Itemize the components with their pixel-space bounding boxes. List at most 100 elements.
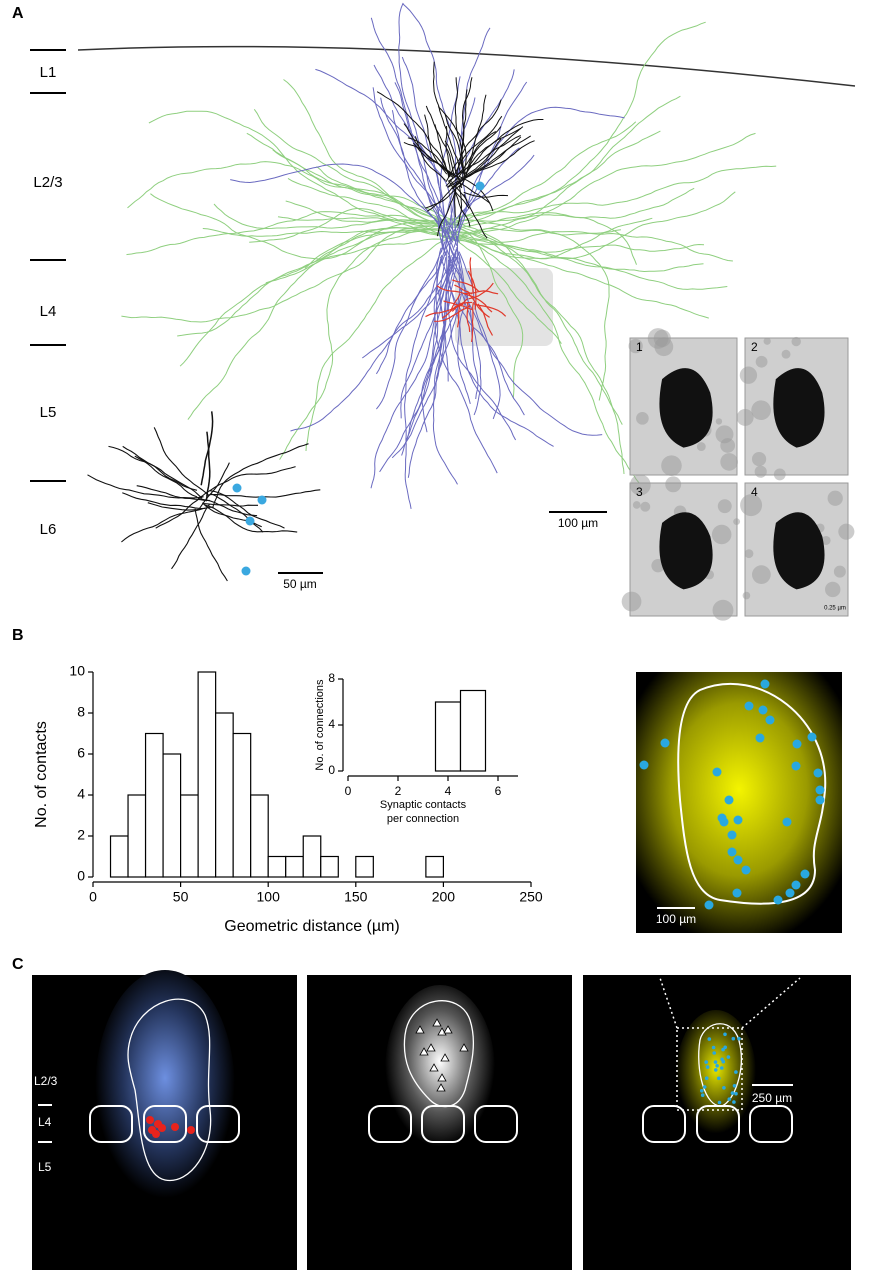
neurite <box>452 279 480 293</box>
neurite <box>468 282 494 300</box>
bar <box>250 794 269 878</box>
contact <box>721 1059 726 1064</box>
neurite <box>436 285 466 295</box>
bar <box>320 855 339 878</box>
neurite <box>379 247 447 473</box>
texture <box>628 338 643 354</box>
contact <box>765 715 775 725</box>
neurite <box>451 236 652 511</box>
neurite <box>194 508 228 582</box>
scale-label: 50 µm <box>283 577 317 591</box>
y-axis-label: No. of connections <box>314 679 326 771</box>
contact <box>727 830 737 840</box>
contact <box>723 1045 727 1050</box>
contact <box>717 1076 721 1081</box>
neurite <box>436 189 457 237</box>
contact <box>722 1086 726 1090</box>
em-label: 2 <box>751 340 758 354</box>
neurite <box>457 302 461 328</box>
em-label: 4 <box>751 485 758 499</box>
y-tick-label: 6 <box>77 745 85 761</box>
neurite <box>447 259 603 436</box>
neurite <box>457 130 661 223</box>
contact <box>707 1037 712 1041</box>
layer-label: L1 <box>40 64 57 81</box>
contact <box>815 785 825 795</box>
contact <box>152 1130 160 1138</box>
neurite <box>370 259 450 489</box>
neurite <box>447 255 517 441</box>
contact <box>415 1025 425 1034</box>
neurite <box>402 3 457 251</box>
neurite <box>197 466 296 499</box>
texture <box>751 451 767 467</box>
contact <box>700 1089 704 1093</box>
neurite <box>153 427 210 497</box>
neurite <box>432 252 458 485</box>
neurite <box>246 132 456 225</box>
em-label: 3 <box>636 485 643 499</box>
neurite <box>457 186 463 226</box>
neurite <box>439 229 733 262</box>
contact <box>171 1123 179 1131</box>
layer-label: L5 <box>40 404 57 421</box>
neurite <box>454 284 473 295</box>
texture <box>665 476 682 493</box>
em-label: 1 <box>636 340 643 354</box>
y-tick-label: 0 <box>77 868 85 884</box>
layer-label: L2/3 <box>34 1074 58 1088</box>
contact <box>704 900 714 910</box>
y-tick-label: 0 <box>328 763 335 777</box>
texture <box>640 501 651 512</box>
x-tick-label: 250 <box>519 889 543 905</box>
contact <box>711 1045 716 1050</box>
neurite <box>442 219 610 401</box>
texture <box>744 549 754 559</box>
contact <box>720 1066 724 1070</box>
x-tick-label: 0 <box>345 784 352 798</box>
layer-label: L4 <box>40 303 57 320</box>
bar <box>197 671 217 878</box>
em-images: 1 2 3 4 0.25 µm <box>621 328 855 621</box>
x-tick-label: 6 <box>495 784 502 798</box>
neurite <box>406 253 460 441</box>
neurite <box>403 141 453 178</box>
texture <box>838 523 855 540</box>
neurite <box>463 292 493 313</box>
contacts-c <box>146 1018 741 1138</box>
bar <box>434 701 462 772</box>
neurite <box>456 225 524 399</box>
contact-map-b: 100 µm <box>636 672 842 933</box>
neurite <box>463 191 509 198</box>
neurite <box>463 193 488 239</box>
y-tick-label: 4 <box>328 717 335 731</box>
panel-c: L2/3 L4 L5 250 µm <box>32 970 851 1270</box>
bar <box>302 835 322 878</box>
contact <box>712 1051 716 1055</box>
neurite <box>447 127 521 188</box>
neurite <box>122 492 206 510</box>
y-tick-label: 8 <box>77 704 85 720</box>
bar <box>215 712 234 878</box>
neurite <box>450 293 461 312</box>
neurite <box>447 187 695 228</box>
contact <box>734 1091 738 1096</box>
neurite <box>452 224 728 290</box>
neurite <box>451 220 623 425</box>
texture <box>736 409 754 426</box>
neurite <box>290 247 459 432</box>
contact <box>437 1073 447 1082</box>
neurite <box>455 230 625 475</box>
neurite <box>265 238 444 284</box>
contact <box>791 880 801 890</box>
contact <box>744 701 754 711</box>
neurite <box>441 301 473 319</box>
bar <box>459 689 487 772</box>
neurite <box>447 180 470 209</box>
texture <box>621 591 642 612</box>
contact <box>785 888 795 898</box>
neurite <box>437 106 467 178</box>
contact <box>443 1025 453 1034</box>
neurite <box>448 134 521 182</box>
contact <box>727 1097 732 1101</box>
